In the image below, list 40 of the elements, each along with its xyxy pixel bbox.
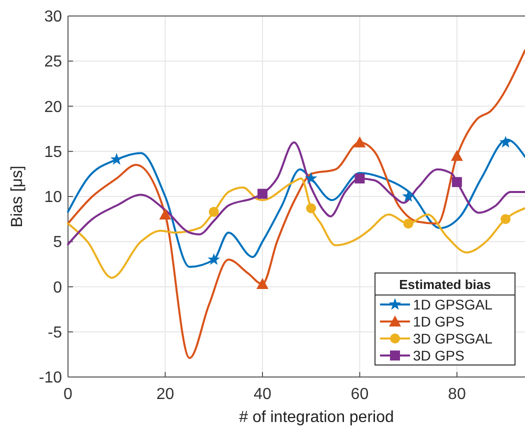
legend-label: 3D GPSGAL: [413, 330, 493, 346]
y-tick-label: 0: [53, 279, 62, 296]
y-tick-label: 20: [44, 98, 62, 116]
point: [452, 177, 462, 188]
point: [159, 208, 172, 220]
y-axis-title: Bias [μs]: [9, 166, 26, 228]
point: [500, 214, 511, 224]
y-tick-label: 10: [44, 189, 62, 206]
point: [499, 136, 512, 148]
legend-title: Estimated bias: [399, 277, 491, 292]
x-tick-label: 0: [64, 386, 73, 403]
point: [402, 190, 414, 202]
point: [306, 203, 316, 214]
y-tick-label: 30: [44, 8, 62, 26]
line-series: [67, 141, 525, 246]
point: [403, 218, 414, 229]
y-tick-label: 15: [44, 144, 62, 161]
x-axis-title: # of integration period: [239, 409, 394, 426]
x-tick-label: 20: [156, 386, 174, 403]
y-tick-label: -10: [38, 370, 62, 387]
point: [208, 253, 220, 265]
point: [304, 172, 318, 184]
point: [208, 206, 219, 217]
legend-label: 1D GPSGAL: [413, 296, 493, 312]
line-series: [67, 177, 525, 279]
point: [110, 152, 123, 165]
y-tick-label: 5: [53, 234, 62, 252]
legend-label: 3D GPS: [413, 347, 464, 364]
point: [450, 150, 463, 161]
line-series: [67, 49, 525, 360]
x-tick-label: 80: [448, 386, 466, 403]
x-tick-label: 40: [254, 386, 272, 403]
point: [256, 278, 268, 290]
point: [257, 188, 268, 199]
point: [354, 136, 366, 148]
legend-label: 1D GPS: [413, 313, 464, 330]
x-tick-label: 60: [350, 386, 369, 403]
y-tick-label: -5: [48, 324, 62, 342]
y-tick-label: 25: [44, 54, 62, 71]
point: [354, 173, 365, 184]
